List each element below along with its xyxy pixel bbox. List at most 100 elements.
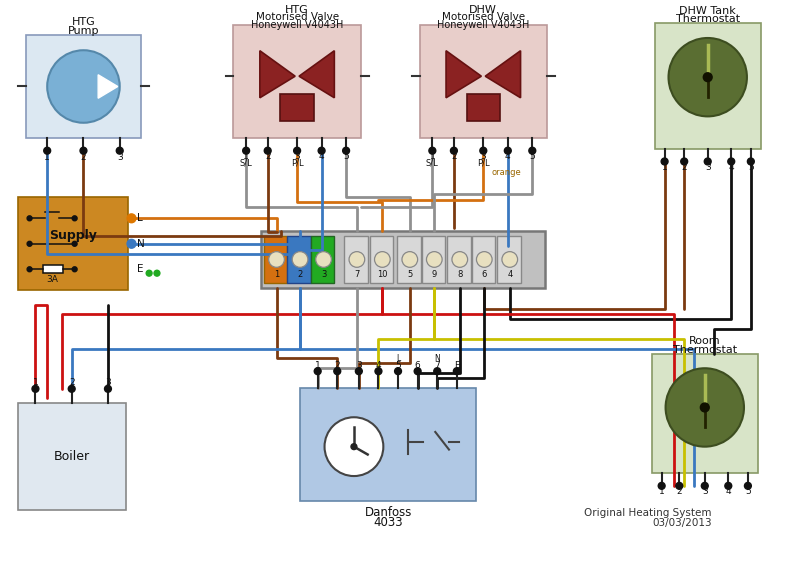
Circle shape [502,251,518,267]
Bar [654,23,761,149]
Circle shape [661,158,668,165]
Circle shape [294,147,301,154]
Text: 4: 4 [376,361,382,370]
Bar [18,197,127,290]
Text: 4: 4 [318,152,325,161]
Circle shape [394,368,402,375]
Circle shape [32,385,39,392]
Circle shape [269,251,284,267]
Text: 1: 1 [315,361,321,370]
Circle shape [477,251,492,267]
Circle shape [450,147,458,154]
Text: Motorised Valve: Motorised Valve [442,12,525,23]
Circle shape [127,240,136,248]
Circle shape [374,251,390,267]
Text: 7: 7 [354,270,359,279]
Circle shape [452,251,468,267]
Polygon shape [260,51,295,98]
Text: 2: 2 [682,163,687,172]
Text: Boiler: Boiler [54,450,90,463]
Circle shape [676,483,682,489]
Text: Pump: Pump [68,26,99,36]
Text: DHW Tank: DHW Tank [679,6,736,16]
Text: 3: 3 [294,152,300,161]
Polygon shape [299,51,334,98]
Bar [311,236,334,283]
Circle shape [292,251,308,267]
Circle shape [72,241,77,246]
Circle shape [72,216,77,221]
Text: P/L: P/L [290,159,303,168]
Text: Original Heating System: Original Heating System [584,508,712,518]
Circle shape [349,251,365,267]
Text: 3: 3 [356,361,362,370]
Text: Honeywell V4043H: Honeywell V4043H [251,20,343,30]
Text: 2: 2 [298,270,302,279]
Circle shape [27,267,32,272]
Bar [419,25,547,138]
Text: 4: 4 [726,487,731,496]
Text: S/L: S/L [426,159,438,168]
Text: Thermostat: Thermostat [676,14,740,24]
Text: 1: 1 [274,270,279,279]
Text: Motorised Valve: Motorised Valve [255,12,338,23]
Text: HTG: HTG [71,18,95,27]
Circle shape [529,147,536,154]
Text: 5: 5 [407,270,413,279]
Text: HTG: HTG [286,5,309,15]
Text: 4: 4 [507,270,512,279]
Text: 1: 1 [33,379,38,388]
Text: Danfoss: Danfoss [365,506,412,519]
Text: 3A: 3A [46,275,58,284]
Circle shape [44,147,50,154]
Text: L: L [138,214,143,223]
Text: 3: 3 [117,153,122,162]
Text: 3: 3 [481,152,486,161]
Bar [397,236,421,283]
Text: 6: 6 [482,270,487,279]
Text: 3: 3 [321,270,326,279]
Circle shape [116,147,123,154]
Text: 1: 1 [243,152,249,161]
Circle shape [402,251,418,267]
Circle shape [325,417,383,476]
Bar [287,236,311,283]
Bar [370,236,393,283]
Text: 5: 5 [343,152,349,161]
Bar [344,236,368,283]
Circle shape [745,483,751,489]
Bar [422,236,445,283]
Circle shape [454,368,460,375]
Text: 2: 2 [334,361,340,370]
Bar [43,266,63,273]
Text: S/L: S/L [240,159,253,168]
Circle shape [702,483,708,489]
Circle shape [681,158,688,165]
Bar [264,236,287,283]
Text: Room: Room [689,336,721,346]
Circle shape [480,147,486,154]
Circle shape [434,368,441,375]
Circle shape [242,147,250,154]
Circle shape [504,147,511,154]
Bar [18,402,126,510]
Text: L: L [396,354,400,363]
Circle shape [747,158,754,165]
Bar [26,35,142,138]
Circle shape [27,216,32,221]
Circle shape [666,368,744,447]
Circle shape [355,368,362,375]
Circle shape [68,385,75,392]
Circle shape [414,368,421,375]
Bar [447,236,470,283]
Text: 2: 2 [677,487,682,496]
Bar [261,231,545,288]
Text: 8: 8 [457,270,462,279]
Circle shape [351,444,357,450]
Circle shape [669,38,747,116]
Circle shape [264,147,271,154]
Circle shape [725,483,732,489]
Circle shape [27,241,32,246]
Circle shape [146,270,152,276]
Text: 7: 7 [434,361,440,370]
